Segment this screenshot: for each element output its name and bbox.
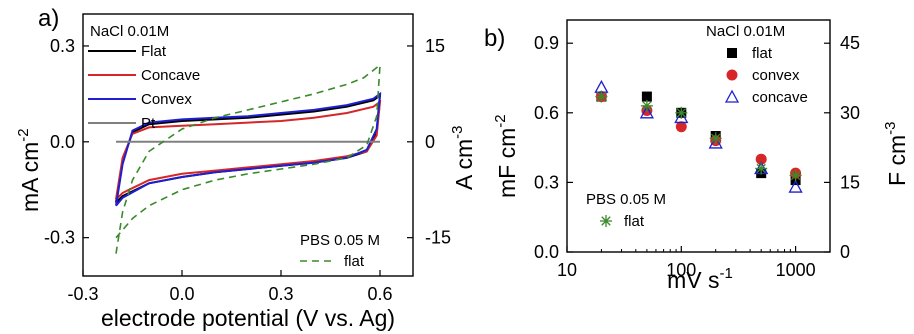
panel-b-legend2-title: PBS 0.05 M <box>586 191 666 208</box>
panel-a-ytick-label: -0.3 <box>44 228 75 248</box>
panel-b-point-triangle <box>674 110 689 124</box>
panel-b-xtick-label: 1000 <box>776 260 816 280</box>
panel-b-point-triangle <box>639 105 654 119</box>
panel-b-legend-items: flat convex concave flat <box>600 45 808 230</box>
panel-b-point-circle <box>755 153 767 165</box>
panel-b-ytick-label: 0.3 <box>534 172 559 192</box>
panel-b-xtick-label: 100 <box>666 260 696 280</box>
panel-b-points <box>594 79 803 193</box>
panel-b-legend-label-flat: flat <box>752 45 773 62</box>
panel-b-ylabel-sup: -2 <box>492 114 509 127</box>
panel-a-legend-label-convex: Convex <box>141 91 192 108</box>
panel-a-ytick-label: 0.3 <box>50 36 75 56</box>
panel-a-ytick-label: 0.0 <box>50 132 75 152</box>
panel-b-xlabel-sup: -1 <box>720 265 733 282</box>
panel-b-ylabel: mF cm-2 <box>492 114 520 198</box>
panel-b-legend-marker-pbs-flat <box>600 215 612 227</box>
panel-b-xtick-label: 10 <box>557 260 577 280</box>
panel-b-plot-frame <box>566 19 831 253</box>
panel-b-y2tick-label: 30 <box>840 103 860 123</box>
panel-a-series-flat-pbs <box>115 63 381 254</box>
panel-b-ylabel-text: mF cm <box>494 128 520 198</box>
panel-a-y2tick-label: 15 <box>425 36 445 56</box>
panel-a-legend-label-flat: Flat <box>141 43 167 60</box>
panel-a-y2tick-label: -15 <box>425 228 451 248</box>
panel-a-xtick-label: 0.3 <box>268 284 293 304</box>
panel-a-y2label-text: A cm <box>451 139 477 190</box>
panel-b-ytick-label: 0.6 <box>534 103 559 123</box>
panel-b-legend: NaCl 0.01M flat convex concave flat PBS 0.0… <box>586 23 808 230</box>
panel-a-legend-items: Flat Concave Convex Pt flat <box>88 43 365 270</box>
panel-a-legend-label-pt: Pt <box>141 115 156 132</box>
panel-a-curves <box>115 63 382 254</box>
panel-b-point-star <box>675 106 688 119</box>
panel-b-point-star <box>789 169 802 182</box>
panel-a-y2label-sup: -3 <box>449 126 466 139</box>
panel-a-xtick-label: -0.3 <box>67 284 98 304</box>
panel-a-ylabel: mA cm-2 <box>15 128 43 212</box>
panel-b-y2label: F cm-3 <box>882 122 910 186</box>
panel-b-legend-marker-concave <box>724 89 740 103</box>
panel-b-label: b) <box>484 25 505 52</box>
panel-a-y2tick-label: 0 <box>425 132 435 152</box>
panel-a-ylabel-text: mA cm <box>17 142 43 212</box>
panel-a-xtick-label: 0.0 <box>169 284 194 304</box>
panel-a-cyclic-voltammetry: a) -0.3 0.0 0.3 0.6 -0.3 0.0 0.3 -15 0 15 mA cm-2… <box>15 5 477 331</box>
panel-a-legend: NaCl 0.01M Flat Concave Convex Pt flat PBS 0… <box>88 23 380 270</box>
panel-b-point-circle <box>675 121 687 133</box>
panel-b-xlabel: mV s-1 <box>667 265 733 293</box>
panel-b-legend-label-concave: concave <box>752 89 808 106</box>
panel-a-legend-label-concave: Concave <box>141 67 200 84</box>
panel-b-ytick-label: 0.9 <box>534 33 559 53</box>
panel-b-legend-label-convex: convex <box>752 67 800 84</box>
panel-a-legend-label-pbs-flat: flat <box>344 253 365 270</box>
panel-b-legend-label-pbs-flat: flat <box>624 213 645 230</box>
panel-b-legend-marker-flat <box>727 48 737 58</box>
panel-b-ytick-label: 0.0 <box>534 242 559 262</box>
panel-b-y2label-text: F cm <box>884 135 910 186</box>
panel-a-y2label: A cm-3 <box>449 126 477 190</box>
panel-b-point-square <box>641 91 652 102</box>
panel-a-plot-frame <box>82 13 414 277</box>
panel-b-axes: 10 100 1000 0.0 0.3 0.6 0.9 0 15 30 45 <box>534 33 860 280</box>
panel-b-y2tick-label: 45 <box>840 33 860 53</box>
panel-b-point-star <box>595 90 608 103</box>
panel-b-y2tick-label: 15 <box>840 172 860 192</box>
panel-a-xtick-label: 0.6 <box>367 284 392 304</box>
panel-b-y2tick-label: 0 <box>840 242 850 262</box>
panel-a-series-convex <box>115 91 382 207</box>
panel-b-point-triangle <box>708 135 723 149</box>
panel-b-point-triangle <box>788 179 803 193</box>
panel-b-legend-title: NaCl 0.01M <box>706 23 785 40</box>
panel-b-point-star <box>640 99 653 112</box>
panel-a-legend2-title: PBS 0.05 M <box>300 232 380 249</box>
panel-a-legend-title: NaCl 0.01M <box>90 23 169 40</box>
panel-b-legend-marker-convex <box>726 69 738 81</box>
panel-b-y2label-sup: -3 <box>882 122 899 135</box>
panel-a-xlabel: electrode potential (V vs. Ag) <box>101 305 395 331</box>
panel-a-ylabel-sup: -2 <box>15 128 32 141</box>
panel-a-label: a) <box>38 5 59 32</box>
panel-b-point-star <box>755 162 768 175</box>
panel-b-xlabel-text: mV s <box>667 267 719 293</box>
panel-a-axes: -0.3 0.0 0.3 0.6 -0.3 0.0 0.3 -15 0 15 <box>44 36 451 304</box>
panel-b-point-star <box>709 132 722 145</box>
panel-a-series-flat <box>115 93 382 204</box>
